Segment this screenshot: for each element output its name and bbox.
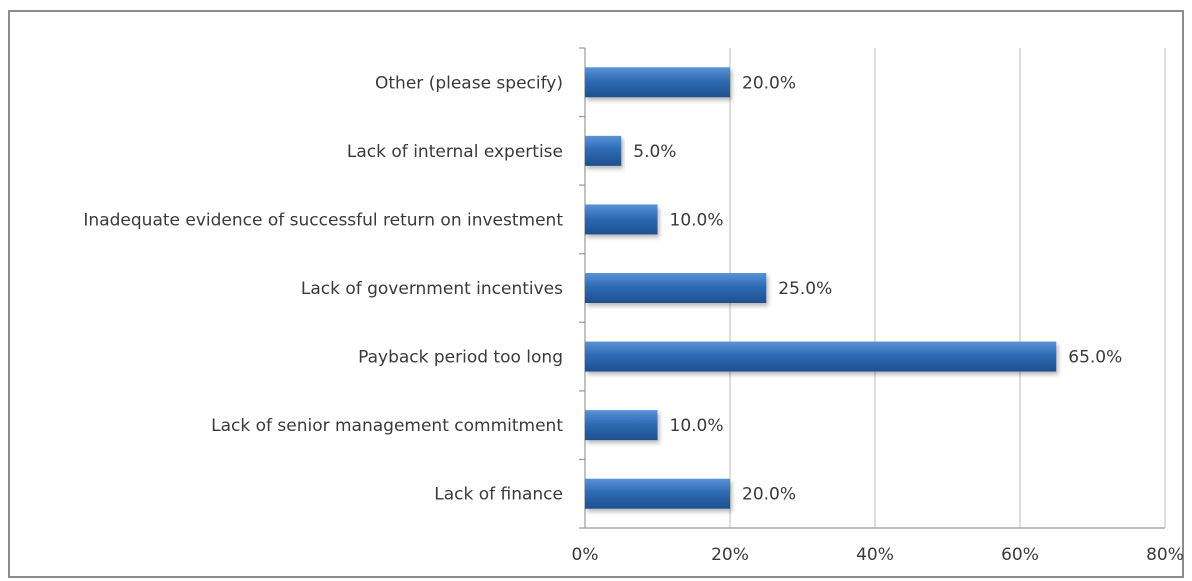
data-label: 10.0% — [670, 210, 724, 230]
bars — [585, 67, 1057, 509]
x-tick-label: 0% — [572, 545, 599, 565]
bar — [585, 478, 730, 509]
data-label: 10.0% — [670, 416, 724, 436]
x-tick-label: 20% — [711, 545, 749, 565]
bar — [585, 204, 658, 235]
category-label: Lack of senior management commitment — [211, 416, 563, 436]
category-label: Lack of government incentives — [301, 279, 563, 299]
category-label: Lack of internal expertise — [347, 142, 563, 162]
category-label: Lack of finance — [434, 485, 563, 505]
bar — [585, 67, 730, 98]
data-label: 25.0% — [778, 279, 832, 299]
labels: 0% 20% 40% 60% 80% Lack of finance 20.0% Lack o… — [83, 73, 1183, 565]
x-tick-label: 40% — [856, 545, 894, 565]
bar — [585, 341, 1057, 372]
x-tick-label: 60% — [1001, 545, 1039, 565]
data-label: 20.0% — [742, 73, 796, 93]
data-label: 20.0% — [742, 485, 796, 505]
x-tick-label: 80% — [1146, 545, 1184, 565]
data-label: 65.0% — [1068, 348, 1122, 368]
bar — [585, 135, 622, 166]
bar — [585, 410, 658, 441]
category-label: Inadequate evidence of successful return… — [83, 210, 563, 230]
data-label: 5.0% — [633, 142, 676, 162]
bar — [585, 273, 767, 303]
category-label: Other (please specify) — [375, 73, 563, 93]
category-label: Payback period too long — [358, 348, 563, 368]
